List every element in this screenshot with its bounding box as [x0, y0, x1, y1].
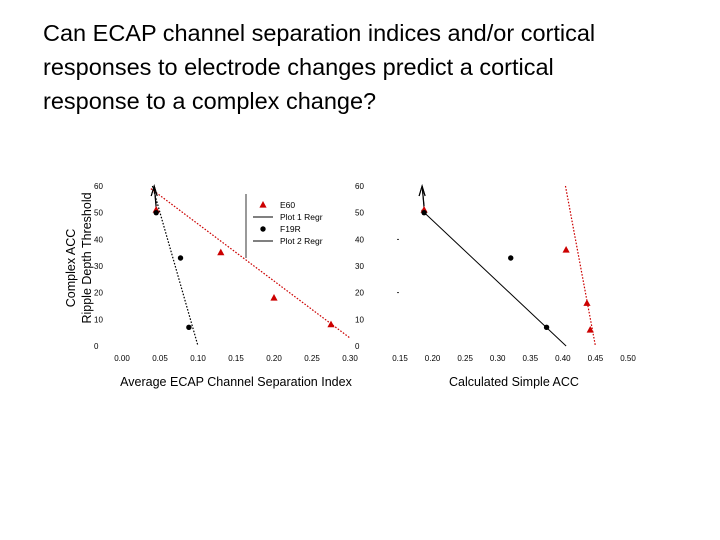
- y-axis-label-line-2: Ripple Depth Threshold: [80, 192, 94, 323]
- data-point-e60: [586, 326, 594, 333]
- x-tick-label: 0.20: [266, 354, 282, 363]
- y-tick-label: 20: [355, 289, 364, 298]
- legend-marker-f19r: [260, 226, 266, 232]
- y-tick-label: 50: [94, 209, 103, 218]
- y-tick-label: 40: [94, 235, 103, 244]
- y-tick-label: 10: [94, 315, 103, 324]
- title-line-2: responses to electrode changes predict a…: [43, 54, 554, 80]
- data-point-f19r: [508, 255, 514, 261]
- regression-line-plot-2-regr: [151, 185, 199, 347]
- x-tick-label: 0.40: [555, 354, 571, 363]
- data-point-e60: [270, 294, 278, 301]
- slide-title: Can ECAP channel separation indices and/…: [43, 16, 683, 118]
- y-tick-label: 30: [94, 262, 103, 271]
- legend: E60 Plot 1 Regr F19R Plot 2 Regr: [245, 194, 323, 258]
- legend-label: Plot 1 Regr: [280, 212, 323, 222]
- regression-line-plot-2-regr: [421, 209, 567, 347]
- data-point-e60: [217, 248, 225, 256]
- panel-ecap-separation: 0 10 20 30 40 50 60 0.00 0.05 0.10 0.15 0.20 0.25 0.3…: [94, 182, 358, 389]
- x-tick-label: 0.10: [190, 354, 206, 363]
- y-tick-label: 40: [355, 235, 364, 244]
- y-tick-label: 10: [355, 315, 364, 324]
- data-point-e60: [562, 246, 570, 253]
- x-tick-label: 0.25: [457, 354, 473, 363]
- data-point-f19r: [421, 209, 427, 216]
- x-tick-label: 0.05: [152, 354, 168, 363]
- arrow-shaft: [421, 185, 425, 209]
- legend-marker-e60: [259, 201, 267, 208]
- x-tick-label: 0.30: [342, 354, 358, 363]
- data-point-e60: [327, 320, 335, 328]
- legend-label: Plot 2 Regr: [280, 236, 323, 246]
- x-tick-label: 0.25: [304, 354, 320, 363]
- y-tick-label: 30: [355, 262, 364, 271]
- title-line-3: response to a complex change?: [43, 88, 377, 114]
- data-point-f19r: [153, 209, 159, 216]
- regression-line-plot-1-regr: [564, 185, 597, 347]
- legend-label: F19R: [280, 224, 301, 234]
- y-tick-label: 60: [94, 182, 103, 191]
- data-point-f19r: [543, 324, 550, 331]
- data-point-f19r: [177, 255, 184, 261]
- x-tick-label: 0.50: [620, 354, 636, 363]
- panel-simple-acc: 0 10 20 30 40 50 60 0.15 0.20 0.25 0.30 0.35 0.40 0.4…: [355, 182, 636, 389]
- x-tick-label: 0.35: [522, 354, 538, 363]
- title-line-1: Can ECAP channel separation indices and/…: [43, 20, 596, 46]
- data-point-e60: [583, 299, 591, 306]
- y-axis-label-line-1: Complex ACC: [64, 229, 78, 308]
- x-axis-label: Average ECAP Channel Separation Index: [120, 375, 352, 389]
- x-tick-label: 0.15: [392, 354, 408, 363]
- data-point-f19r: [186, 324, 192, 331]
- x-tick-label: 0.30: [490, 354, 506, 363]
- x-tick-label: 0.00: [114, 354, 130, 363]
- x-tick-label: 0.20: [425, 354, 441, 363]
- legend-label: E60: [280, 200, 295, 210]
- arrow-shaft: [153, 185, 157, 209]
- y-tick-label: 0: [355, 342, 360, 351]
- y-tick-label: 0: [94, 342, 99, 351]
- x-axis-label: Calculated Simple ACC: [449, 375, 579, 389]
- x-tick-label: 0.15: [228, 354, 244, 363]
- y-tick-label: 20: [94, 289, 103, 298]
- x-tick-label: 0.45: [588, 354, 604, 363]
- y-tick-label: 60: [355, 182, 364, 191]
- y-tick-label: 50: [355, 209, 364, 218]
